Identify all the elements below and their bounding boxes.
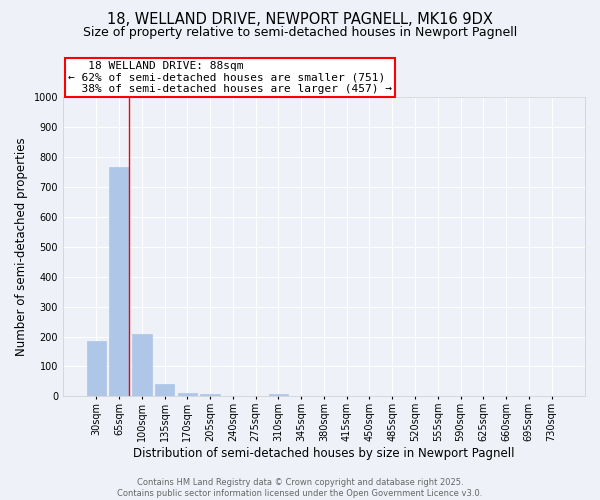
Text: Size of property relative to semi-detached houses in Newport Pagnell: Size of property relative to semi-detach… xyxy=(83,26,517,39)
Y-axis label: Number of semi-detached properties: Number of semi-detached properties xyxy=(15,138,28,356)
Bar xyxy=(132,334,152,396)
Text: Contains HM Land Registry data © Crown copyright and database right 2025.
Contai: Contains HM Land Registry data © Crown c… xyxy=(118,478,482,498)
Bar xyxy=(269,394,288,396)
Bar xyxy=(109,168,129,396)
Text: 18 WELLAND DRIVE: 88sqm
← 62% of semi-detached houses are smaller (751)
  38% of: 18 WELLAND DRIVE: 88sqm ← 62% of semi-de… xyxy=(68,61,392,94)
Bar xyxy=(200,394,220,396)
Bar xyxy=(178,394,197,396)
X-axis label: Distribution of semi-detached houses by size in Newport Pagnell: Distribution of semi-detached houses by … xyxy=(133,447,515,460)
Text: 18, WELLAND DRIVE, NEWPORT PAGNELL, MK16 9DX: 18, WELLAND DRIVE, NEWPORT PAGNELL, MK16… xyxy=(107,12,493,28)
Bar xyxy=(155,384,174,396)
Bar xyxy=(86,341,106,396)
